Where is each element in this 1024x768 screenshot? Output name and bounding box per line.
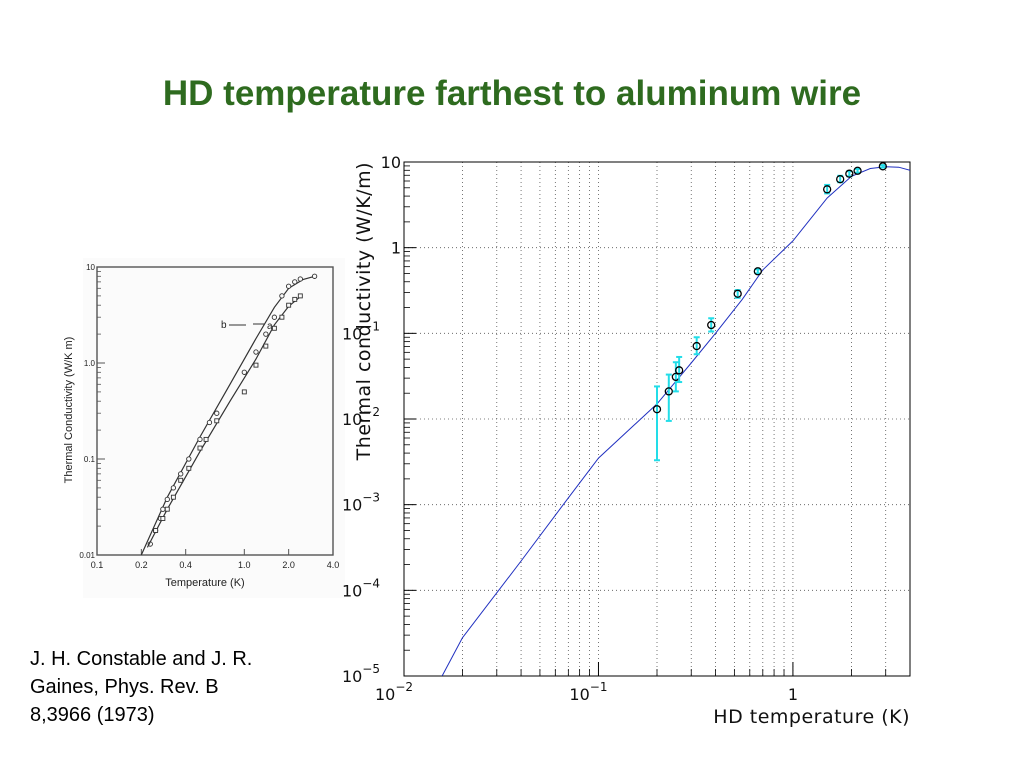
right-x-tick-label: 10−1 bbox=[569, 680, 607, 704]
citation-line-2: Gaines, Phys. Rev. B bbox=[30, 676, 219, 698]
right-y-tick-label: 10 bbox=[381, 153, 401, 172]
left-point-b bbox=[186, 456, 192, 462]
left-y-tick-label: 1.0 bbox=[84, 359, 96, 368]
right-data-point bbox=[652, 405, 662, 414]
right-data-point bbox=[836, 175, 845, 184]
citation-line-1: J. H. Constable and J. R. bbox=[30, 648, 253, 670]
left-point-b bbox=[271, 314, 278, 320]
right-y-axis-label: Thermal conductivity (W/K/m) bbox=[353, 162, 375, 461]
right-data-point bbox=[675, 366, 684, 375]
right-fit-curve bbox=[441, 166, 910, 676]
left-x-tick-label: 4.0 bbox=[327, 560, 340, 570]
right-data-point bbox=[692, 341, 701, 351]
right-x-tick-label: 10−2 bbox=[375, 680, 413, 704]
left-point-a bbox=[170, 494, 176, 500]
left-point-b bbox=[241, 369, 247, 375]
left-point-b bbox=[279, 293, 285, 299]
left-point-a bbox=[241, 389, 247, 395]
right-data-point bbox=[707, 320, 716, 330]
left-point-a bbox=[292, 296, 298, 302]
left-y-tick-label: 0.1 bbox=[84, 455, 96, 464]
right-data-point bbox=[823, 185, 832, 194]
left-y-tick-label: 10 bbox=[86, 263, 95, 272]
left-y-tick-label: 0.01 bbox=[79, 551, 95, 560]
left-point-b bbox=[164, 496, 170, 502]
left-point-a bbox=[214, 418, 220, 424]
left-point-a bbox=[197, 445, 203, 451]
left-point-a bbox=[186, 465, 192, 471]
left-series-curve-b bbox=[140, 275, 315, 556]
left-point-a bbox=[153, 528, 159, 533]
left-point-b bbox=[297, 276, 303, 282]
left-point-a bbox=[253, 362, 259, 368]
left-x-tick-label: 2.0 bbox=[282, 560, 295, 570]
left-point-a bbox=[279, 314, 285, 320]
left-point-b bbox=[263, 331, 269, 337]
right-data-point bbox=[845, 169, 854, 178]
left-point-b bbox=[286, 283, 292, 289]
left-annotation-label: b bbox=[221, 320, 227, 331]
left-point-b bbox=[178, 471, 184, 477]
right-y-tick-label: 1 bbox=[391, 239, 401, 258]
left-x-tick-label: 1.0 bbox=[238, 560, 251, 570]
right-y-tick-label: 10−2 bbox=[342, 405, 380, 429]
right-data-point bbox=[753, 267, 762, 276]
left-point-b bbox=[311, 273, 318, 279]
left-point-a bbox=[203, 436, 209, 442]
left-y-axis-label: Thermal Conductivity (W/K m) bbox=[63, 337, 75, 484]
left-x-tick-label: 0.4 bbox=[179, 560, 192, 570]
left-point-a bbox=[263, 343, 269, 349]
left-point-a bbox=[297, 293, 303, 299]
left-annotation-label: a bbox=[267, 321, 273, 332]
left-point-b bbox=[292, 279, 298, 285]
right-y-tick-label: 10−5 bbox=[342, 662, 380, 686]
right-x-tick-label: 1 bbox=[788, 685, 798, 704]
left-point-b bbox=[206, 419, 213, 426]
right-data-point bbox=[853, 166, 862, 175]
left-point-a bbox=[271, 325, 277, 331]
left-point-a bbox=[160, 516, 166, 521]
left-x-tick-label: 0.2 bbox=[135, 560, 148, 570]
right-y-tick-label: 10−1 bbox=[342, 319, 380, 343]
citation-line-3: 8,3966 (1973) bbox=[30, 704, 155, 726]
left-point-b bbox=[253, 349, 259, 355]
right-x-axis-label: HD temperature (K) bbox=[713, 706, 910, 728]
left-point-b bbox=[170, 485, 177, 491]
left-point-a bbox=[164, 506, 170, 512]
left-x-axis-label: Temperature (K) bbox=[165, 577, 244, 589]
left-plot-frame bbox=[96, 266, 334, 556]
left-point-a bbox=[178, 477, 184, 483]
right-y-tick-label: 10−4 bbox=[342, 576, 380, 600]
citation: J. H. Constable and J. R. Gaines, Phys. … bbox=[30, 645, 330, 729]
left-x-tick-label: 0.1 bbox=[91, 560, 104, 570]
right-data-point bbox=[664, 387, 673, 396]
right-y-tick-label: 10−3 bbox=[342, 491, 380, 515]
left-point-a bbox=[286, 302, 292, 308]
left-point-b bbox=[214, 410, 220, 416]
right-data-point bbox=[878, 162, 887, 171]
slide-title: HD temperature farthest to aluminum wire bbox=[162, 74, 862, 113]
left-point-b bbox=[197, 436, 203, 443]
right-data-point bbox=[733, 289, 742, 298]
